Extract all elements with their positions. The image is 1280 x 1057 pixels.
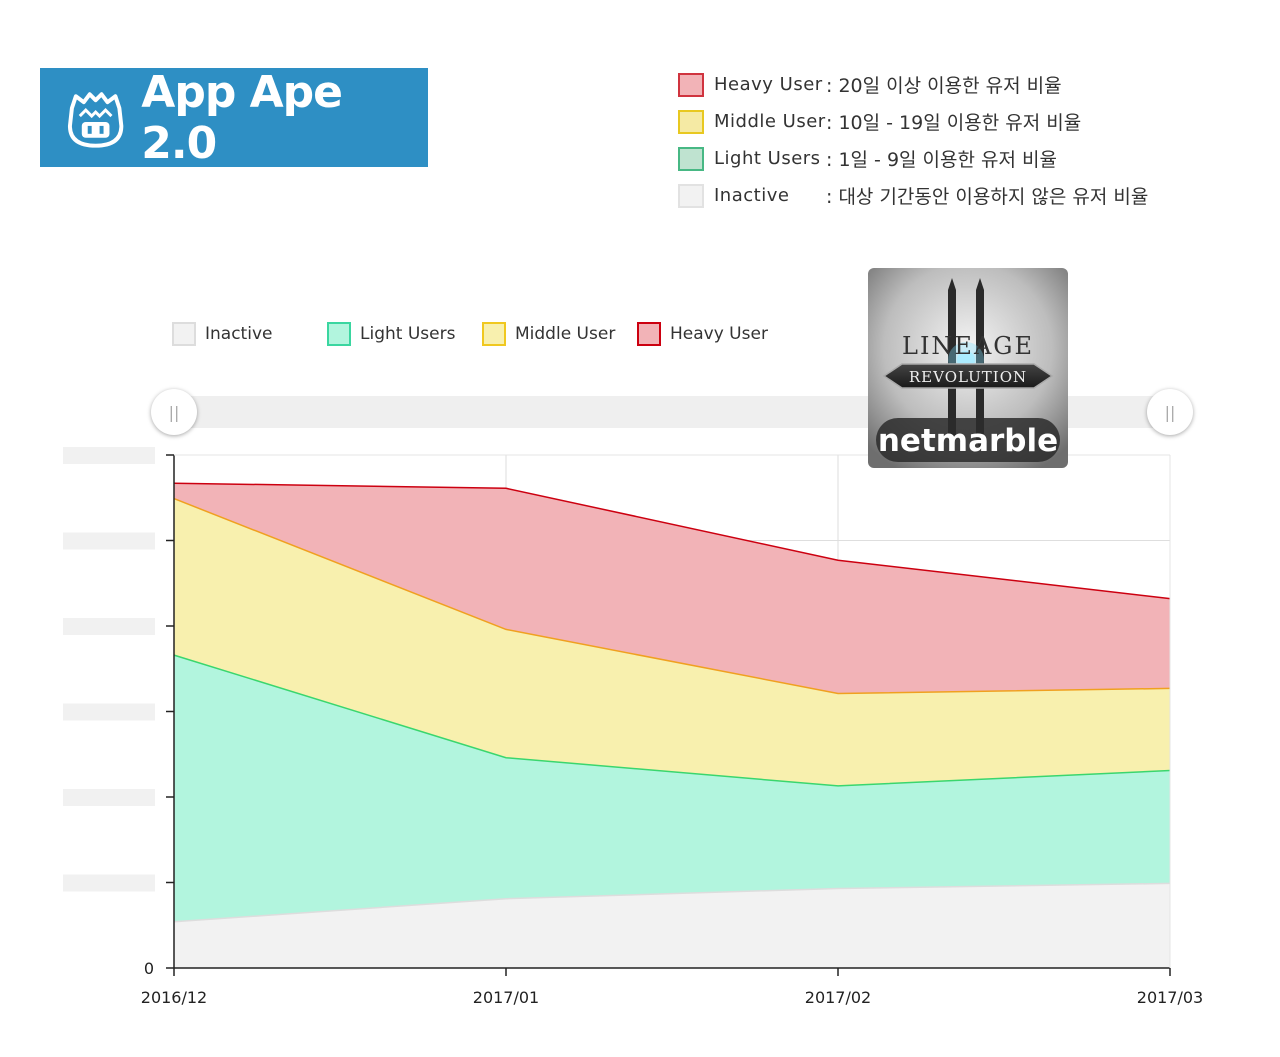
explain-name: Middle User <box>714 111 826 132</box>
explain-name: Inactive <box>714 185 790 206</box>
explain-desc: : 대상 기간동안 이용하지 않은 유저 비율 <box>826 186 1149 208</box>
explanatory-legend: Heavy User : 20일 이상 이용한 유저 비율 Middle Use… <box>678 66 1268 214</box>
heavy-user-swatch <box>678 72 704 97</box>
explain-desc: : 20일 이상 이용한 유저 비율 <box>826 75 1062 97</box>
area-light-users <box>174 655 1170 922</box>
x-tick-label: 2017/03 <box>1137 988 1203 1007</box>
legend-label: Heavy User <box>670 324 768 344</box>
legend-item-heavy-user[interactable]: Heavy User <box>637 322 768 346</box>
y-tick-label-box <box>63 447 155 464</box>
brand-name: App Ape 2.0 <box>141 66 343 169</box>
app-ape-logo-badge: App Ape 2.0 <box>40 66 428 169</box>
legend-item-light-users[interactable]: Light Users <box>327 322 455 346</box>
chart-areas <box>174 483 1170 968</box>
y-tick-label-box <box>63 874 155 892</box>
chart-axes <box>166 454 1171 976</box>
legend-item-inactive[interactable]: Inactive <box>172 322 272 346</box>
explain-name: Light Users <box>714 148 821 169</box>
legend-label: Middle User <box>515 324 616 344</box>
game-icon-title: LINEAGE <box>902 332 1034 360</box>
x-tick-label: 2016/12 <box>141 988 207 1007</box>
legend-item-middle-user[interactable]: Middle User <box>482 322 615 346</box>
x-axis-labels: 2016/12 2017/01 2017/02 2017/03 <box>141 988 1203 1007</box>
game-icon-art: LINEAGE REVOLUTION netmarble <box>868 268 1068 468</box>
legend-label: Inactive <box>205 324 273 344</box>
x-tick-label: 2017/01 <box>473 988 539 1007</box>
y-axis-zero-label: 0 <box>144 959 154 978</box>
explain-row-heavy: Heavy User : 20일 이상 이용한 유저 비율 <box>678 66 1268 103</box>
game-icon-subtitle: REVOLUTION <box>909 368 1027 386</box>
range-slider-right-handle[interactable]: || <box>1147 389 1193 435</box>
legend-swatch <box>327 322 351 346</box>
explain-row-inactive: Inactive : 대상 기간동안 이용하지 않은 유저 비율 <box>678 177 1268 214</box>
line-light-users <box>173 654 1171 787</box>
area-heavy-user <box>174 483 1170 694</box>
legend-swatch <box>637 322 661 346</box>
middle-user-swatch <box>678 109 704 134</box>
explain-name: Heavy User <box>714 74 823 95</box>
inactive-swatch <box>678 183 704 208</box>
area-middle-user <box>174 498 1170 786</box>
explain-desc: : 10일 - 19일 이용한 유저 비율 <box>826 112 1082 134</box>
explain-desc: : 1일 - 9일 이용한 유저 비율 <box>826 149 1057 171</box>
explain-row-middle: Middle User : 10일 - 19일 이용한 유저 비율 <box>678 103 1268 140</box>
ape-face-icon <box>67 91 124 148</box>
explain-row-light: Light Users : 1일 - 9일 이용한 유저 비율 <box>678 140 1268 177</box>
y-tick-label-box <box>63 618 155 635</box>
range-slider-left-handle[interactable]: || <box>151 389 197 435</box>
chart-lines <box>173 482 1171 923</box>
line-heavy-user <box>173 482 1171 600</box>
legend-label: Light Users <box>360 324 456 344</box>
line-inactive <box>173 882 1171 923</box>
light-user-swatch <box>678 146 704 171</box>
x-tick-label: 2017/02 <box>805 988 871 1007</box>
lineage-revolution-app-icon: LINEAGE REVOLUTION netmarble <box>868 268 1068 468</box>
y-tick-label-box <box>63 789 155 806</box>
y-tick-boxes <box>63 447 155 892</box>
line-middle-user <box>173 497 1171 695</box>
legend-swatch <box>172 322 196 346</box>
y-tick-label-box <box>63 532 155 550</box>
legend-swatch <box>482 322 506 346</box>
game-icon-publisher: netmarble <box>878 423 1058 459</box>
y-tick-label-box <box>63 703 155 721</box>
